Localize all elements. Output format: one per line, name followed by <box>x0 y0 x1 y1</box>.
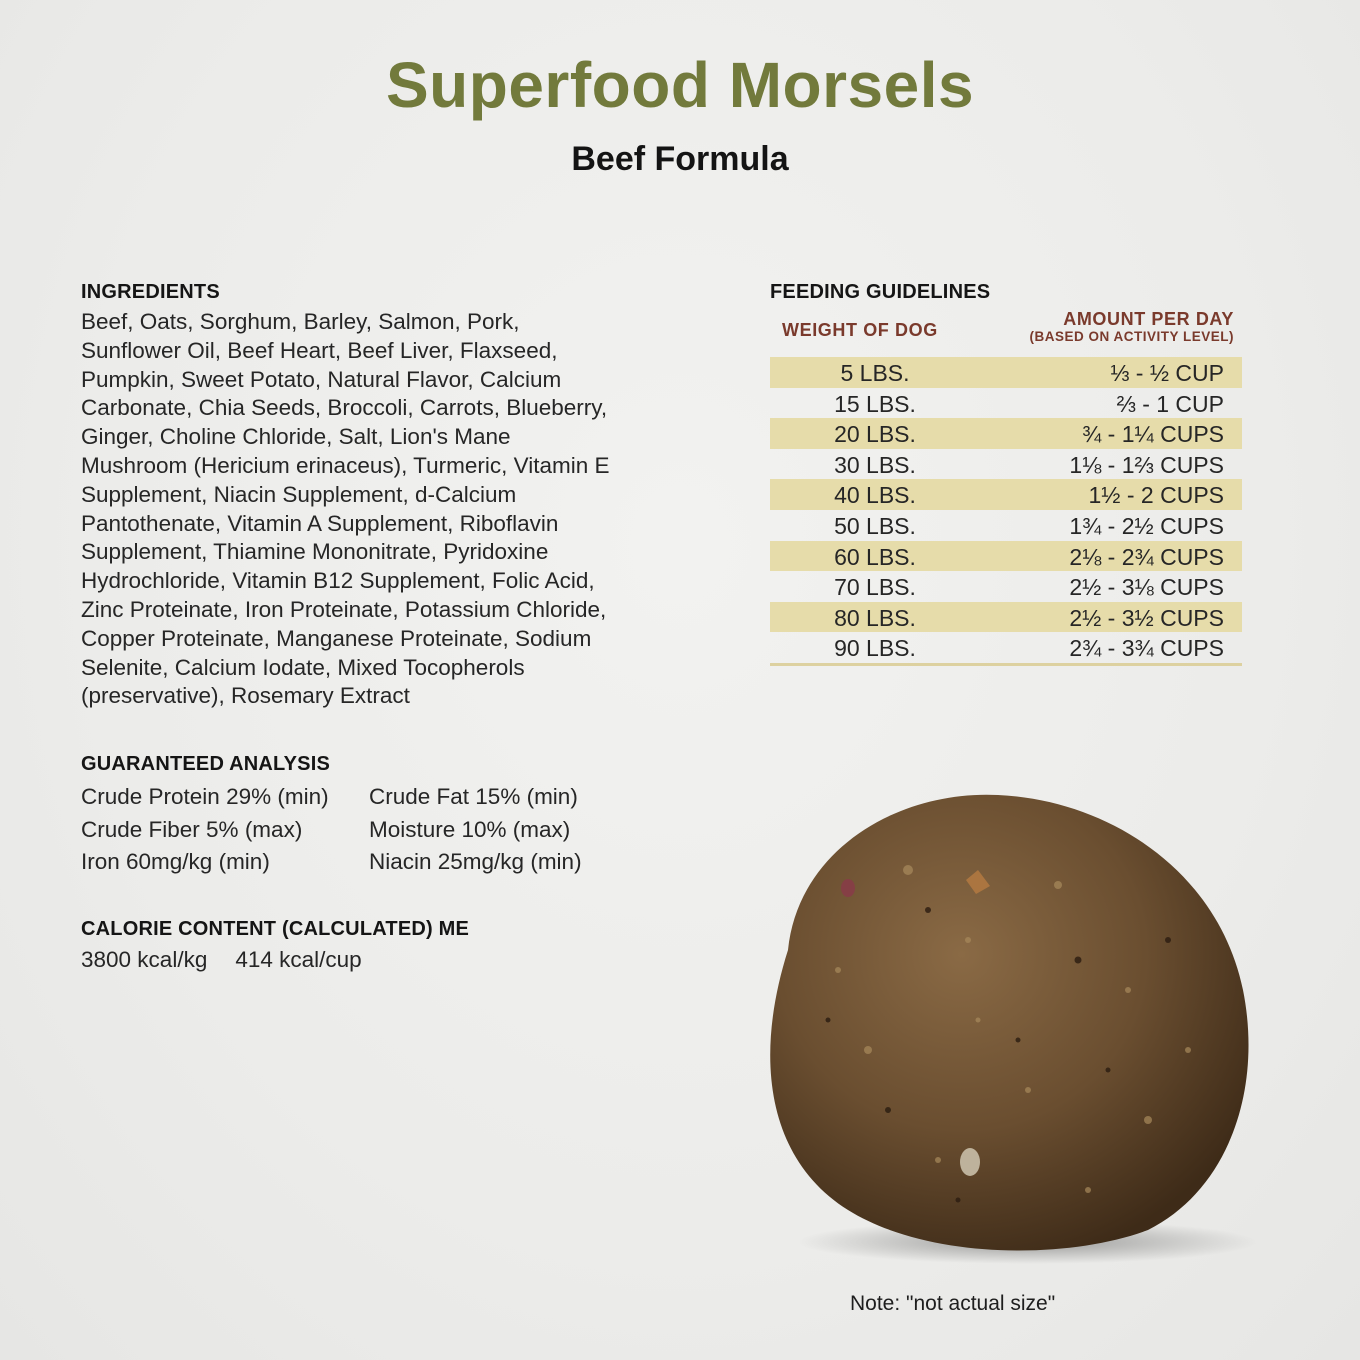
table-row: 60 LBS. 2⅛ - 2¾ CUPS <box>770 540 1242 572</box>
ingredients-line: Supplement, Thiamine Mononitrate, Pyrido… <box>81 539 549 565</box>
ingredients-line: Mushroom (Hericium erinaceus), Turmeric,… <box>81 452 610 478</box>
row-weight: 50 LBS. <box>834 512 916 539</box>
ingredients-line: (preservative), Rosemary Extract <box>81 683 410 709</box>
analysis-heading: GUARANTEED ANALYSIS <box>81 753 331 775</box>
amount-column-title: AMOUNT PER DAY <box>1063 309 1234 329</box>
ingredients-line: Copper Proteinate, Manganese Proteinate,… <box>81 625 592 651</box>
row-weight: 40 LBS. <box>834 482 916 509</box>
calorie-section: CALORIE CONTENT (CALCULATED) ME 3800 kca… <box>81 918 641 973</box>
ingredients-line: Sunflower Oil, Beef Heart, Beef Liver, F… <box>81 337 558 363</box>
weight-column-header: WEIGHT OF DOG <box>782 320 938 340</box>
ingredients-heading: INGREDIENTS <box>81 281 220 303</box>
ingredients-section: INGREDIENTS Beef, Oats, Sorghum, Barley,… <box>81 281 651 711</box>
table-row: 50 LBS. 1¾ - 2½ CUPS <box>770 510 1242 541</box>
table-row: 40 LBS. 1½ - 2 CUPS <box>770 479 1242 510</box>
ingredients-line: Zinc Proteinate, Iron Proteinate, Potass… <box>81 596 607 622</box>
analysis-item-iron: Iron 60mg/kg (min) <box>81 849 270 874</box>
row-amount: 2½ - 3⅛ CUPS <box>1069 574 1224 601</box>
calorie-per-kg: 3800 kcal/kg <box>81 947 208 972</box>
ingredients-line: Supplement, Niacin Supplement, d-Calcium <box>81 481 517 507</box>
row-weight: 30 LBS. <box>834 451 916 478</box>
analysis-item-niacin: Niacin 25mg/kg (min) <box>369 849 582 874</box>
feeding-heading: FEEDING GUIDELINES <box>770 281 991 303</box>
size-note: Note: "not actual size" <box>850 1292 1056 1315</box>
row-amount: 1⅛ - 1⅔ CUPS <box>1069 451 1224 478</box>
calorie-values: 3800 kcal/kg 414 kcal/cup <box>81 947 641 973</box>
row-amount: ⅓ - ½ CUP <box>1110 360 1224 386</box>
row-amount: ¾ - 1¼ CUPS <box>1082 421 1224 448</box>
feeding-guidelines-section: FEEDING GUIDELINES WEIGHT OF DOG AMOUNT … <box>770 281 1242 666</box>
analysis-item-crude-fat: Crude Fat 15% (min) <box>369 784 578 809</box>
ingredients-line: Hydrochloride, Vitamin B12 Supplement, F… <box>81 568 595 594</box>
page-subtitle: Beef Formula <box>571 140 789 178</box>
row-amount: 2½ - 3½ CUPS <box>1069 604 1224 631</box>
analysis-item-crude-protein: Crude Protein 29% (min) <box>81 784 329 809</box>
row-weight: 60 LBS. <box>834 543 916 570</box>
row-amount: 2⅛ - 2¾ CUPS <box>1069 543 1224 570</box>
row-weight: 80 LBS. <box>834 604 916 631</box>
calorie-per-cup: 414 kcal/cup <box>235 947 362 972</box>
ingredients-line: Carbonate, Chia Seeds, Broccoli, Carrots… <box>81 395 608 421</box>
row-amount: 1½ - 2 CUPS <box>1088 482 1225 509</box>
table-row: 70 LBS. 2½ - 3⅛ CUPS <box>770 571 1242 602</box>
analysis-grid: Crude Protein 29% (min) Crude Fat 15% (m… <box>81 783 641 877</box>
ingredients-line: Ginger, Choline Chloride, Salt, Lion's M… <box>81 424 511 450</box>
feeding-table-header: WEIGHT OF DOG AMOUNT PER DAY (BASED ON A… <box>770 310 1242 352</box>
ingredients-list: Beef, Oats, Sorghum, Barley, Salmon, Por… <box>81 308 651 711</box>
ingredients-line: Beef, Oats, Sorghum, Barley, Salmon, Por… <box>81 309 520 334</box>
page-title: Superfood Morsels <box>385 49 975 121</box>
table-row: 30 LBS. 1⅛ - 1⅔ CUPS <box>770 449 1242 480</box>
table-row: 90 LBS. 2¾ - 3¾ CUPS <box>770 632 1242 663</box>
feeding-table: 5 LBS. ⅓ - ½ CUP 15 LBS. ⅔ - 1 CUP 20 LBS.… <box>770 357 1242 666</box>
row-weight: 20 LBS. <box>834 421 916 448</box>
table-row: 20 LBS. ¾ - 1¼ CUPS <box>770 418 1242 449</box>
row-weight: 15 LBS. <box>834 390 916 417</box>
row-amount: 2¾ - 3¾ CUPS <box>1069 635 1224 662</box>
amount-column-header: AMOUNT PER DAY (BASED ON ACTIVITY LEVEL) <box>1029 310 1234 346</box>
row-amount: ⅔ - 1 CUP <box>1116 390 1224 417</box>
row-weight: 70 LBS. <box>834 574 916 601</box>
analysis-item-crude-fiber: Crude Fiber 5% (max) <box>81 816 303 842</box>
table-row: 5 LBS. ⅓ - ½ CUP <box>770 357 1242 388</box>
ingredients-line: Selenite, Calcium Iodate, Mixed Tocopher… <box>81 654 525 680</box>
calorie-heading: CALORIE CONTENT (CALCULATED) ME <box>81 918 470 940</box>
amount-column-note: (BASED ON ACTIVITY LEVEL) <box>1029 329 1234 344</box>
guaranteed-analysis-section: GUARANTEED ANALYSIS Crude Protein 29% (m… <box>81 753 641 877</box>
table-row: 80 LBS. 2½ - 3½ CUPS <box>770 601 1242 633</box>
morsel-image <box>770 794 1258 1264</box>
row-amount: 1¾ - 2½ CUPS <box>1069 512 1224 539</box>
row-weight: 5 LBS. <box>840 360 910 386</box>
table-row: 15 LBS. ⅔ - 1 CUP <box>770 388 1242 419</box>
analysis-item-moisture: Moisture 10% (max) <box>369 816 571 842</box>
ingredients-line: Pumpkin, Sweet Potato, Natural Flavor, C… <box>81 366 562 392</box>
ingredients-line: Pantothenate, Vitamin A Supplement, Ribo… <box>81 510 559 536</box>
row-weight: 90 LBS. <box>834 635 916 662</box>
